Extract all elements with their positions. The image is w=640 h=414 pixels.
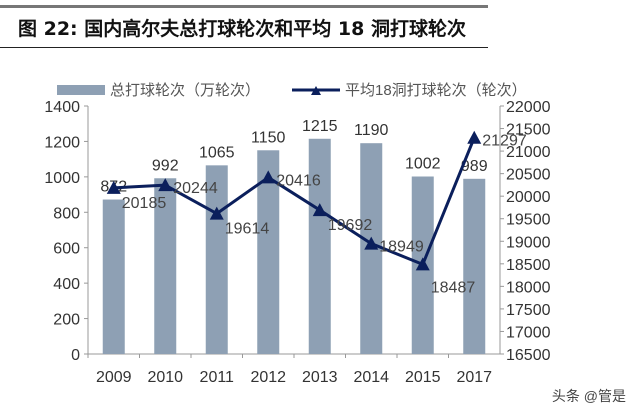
x-tick-label: 2014 [353,369,389,386]
x-tick-label: 2009 [96,369,132,386]
title-rule [0,47,488,48]
right-tick-label: 22000 [506,99,551,116]
bar-label: 989 [461,158,488,175]
right-tick-label: 19500 [506,212,551,229]
right-tick-label: 18000 [506,279,551,296]
top-rule [0,5,488,8]
watermark: 头条 @管是 [551,388,626,404]
left-tick-label: 1200 [44,134,80,151]
legend-bar-label: 总打球轮次（万轮次） [110,82,260,99]
bar-label: 1002 [405,156,441,173]
right-tick-label: 20500 [506,167,551,184]
line-marker [261,170,276,184]
left-tick-label: 800 [53,205,80,222]
x-tick-label: 2013 [302,369,338,386]
left-tick-label: 1000 [44,170,80,187]
bar [257,150,280,354]
line-label: 20244 [173,180,218,197]
legend-bar-swatch [57,85,105,95]
legend-line-label: 平均18洞打球轮次（轮次） [345,82,527,99]
bar-label: 1150 [251,129,286,146]
line-label: 19692 [328,217,373,234]
line-marker [364,236,379,250]
line-marker [209,206,224,220]
x-tick-label: 2010 [147,369,183,386]
x-tick-label: 2017 [456,369,492,386]
line-label: 18487 [431,279,476,296]
line-label: 20185 [122,195,167,212]
bar-label: 1065 [199,144,235,161]
left-tick-label: 0 [71,347,80,364]
bar-label: 992 [152,157,179,174]
right-tick-label: 21500 [506,122,551,139]
x-tick-label: 2011 [200,369,235,386]
bar [205,165,228,354]
x-tick-label: 2015 [405,369,441,386]
bar-label: 1190 [354,122,389,139]
left-tick-label: 1400 [44,99,80,116]
x-tick-label: 2012 [250,369,286,386]
left-tick-label: 400 [53,276,80,293]
line-label: 20416 [276,172,321,189]
bar [463,178,486,354]
right-tick-label: 19000 [506,234,551,251]
bar [102,199,125,354]
right-tick-label: 17500 [506,302,551,319]
line-marker [467,130,482,144]
right-tick-label: 20000 [506,189,551,206]
bar [154,178,177,354]
line-marker [158,178,173,192]
line-series [113,137,476,266]
right-tick-label: 21000 [506,144,551,161]
line-marker [106,180,121,194]
right-tick-label: 18500 [506,257,551,274]
line-marker [312,203,327,217]
line-label: 19614 [225,221,270,238]
chart-title: 图 22: 国内高尔夫总打球轮次和平均 18 洞打球轮次 [18,18,466,40]
left-tick-label: 200 [53,312,80,329]
left-tick-label: 600 [53,241,80,258]
legend-line-marker [311,86,321,95]
line-label: 21297 [482,133,527,150]
line-marker [415,257,430,271]
bar-label: 1215 [302,118,338,135]
right-tick-label: 16500 [506,347,551,364]
bar [308,138,331,354]
line-label: 18949 [379,239,424,256]
right-tick-label: 17000 [506,324,551,341]
